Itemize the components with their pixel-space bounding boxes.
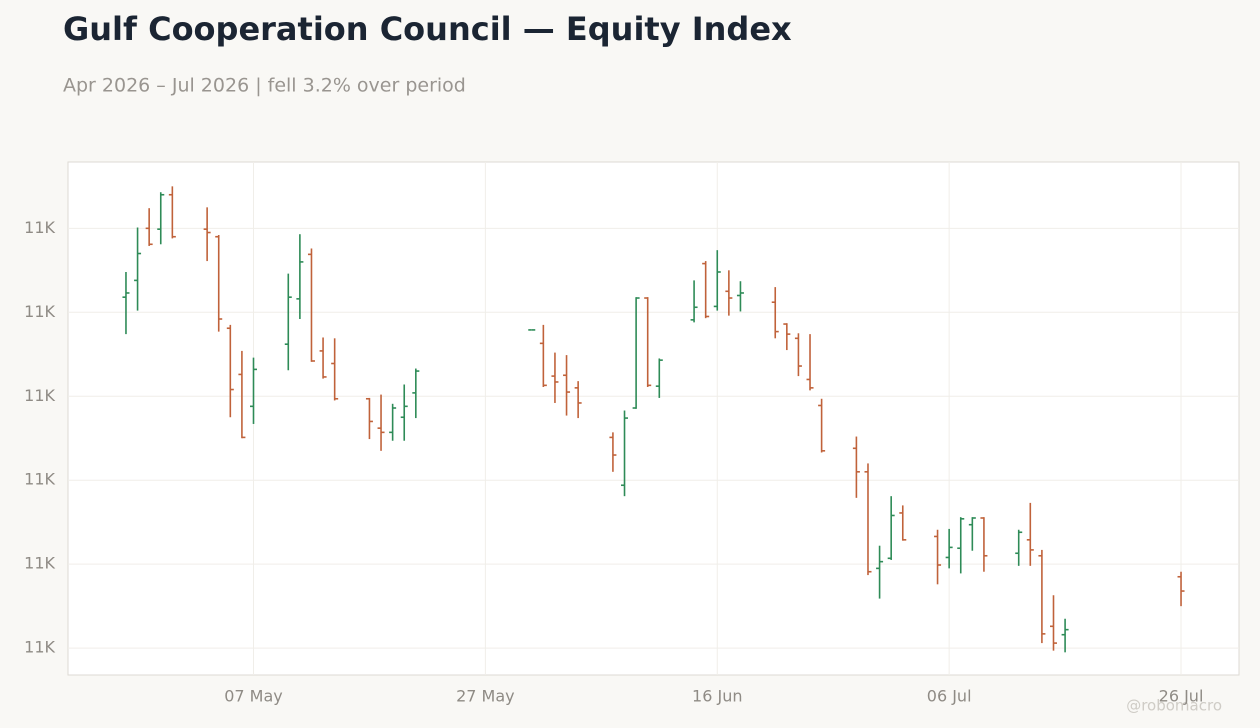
grid [68, 162, 1239, 675]
y-tick-label: 11K [24, 470, 55, 489]
x-tick-label: 26 Jul [1159, 687, 1204, 706]
y-tick-label: 11K [24, 638, 55, 657]
y-tick-label: 11K [24, 218, 55, 237]
plot-area [67, 161, 1240, 676]
y-tick-label: 11K [24, 554, 55, 573]
y-tick-label: 11K [24, 302, 55, 321]
x-tick-label: 16 Jun [692, 687, 742, 706]
x-tick-label: 07 May [224, 687, 283, 706]
chart-subtitle: Apr 2026 – Jul 2026 | fell 3.2% over per… [63, 75, 466, 97]
y-tick-label: 11K [24, 386, 55, 405]
chart-title: Gulf Cooperation Council — Equity Index [63, 10, 792, 48]
marks [122, 186, 1185, 653]
watermark: @robomacro [1126, 697, 1222, 715]
x-tick-label: 27 May [456, 687, 515, 706]
x-tick-label: 06 Jul [927, 687, 972, 706]
